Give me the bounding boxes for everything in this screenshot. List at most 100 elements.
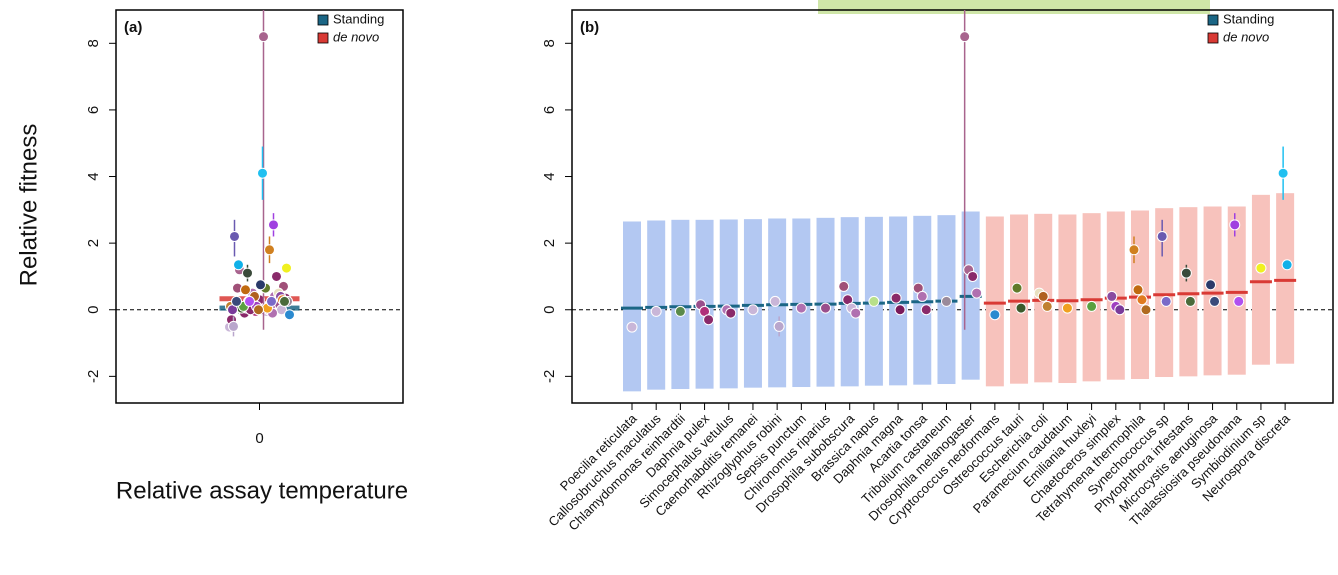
interval-bar bbox=[623, 221, 641, 392]
point bbox=[971, 287, 983, 299]
point bbox=[725, 307, 737, 319]
interval-bar bbox=[1010, 214, 1029, 384]
point bbox=[279, 295, 290, 307]
point bbox=[268, 219, 279, 231]
point bbox=[264, 244, 275, 256]
point bbox=[769, 295, 781, 307]
interval-bar bbox=[1276, 193, 1295, 364]
point bbox=[1086, 300, 1098, 312]
point bbox=[284, 309, 295, 321]
highlight-strip bbox=[818, 0, 1210, 14]
point bbox=[989, 309, 1001, 321]
point bbox=[1156, 230, 1168, 242]
point bbox=[1277, 167, 1289, 179]
point bbox=[271, 270, 282, 282]
y-tick-label: -2 bbox=[85, 370, 102, 383]
x-axis-title: Relative assay temperature bbox=[116, 477, 408, 504]
point bbox=[1011, 282, 1023, 294]
point bbox=[795, 302, 807, 314]
point bbox=[1037, 290, 1049, 302]
point bbox=[258, 31, 269, 43]
legend-label: de novo bbox=[333, 29, 379, 44]
interval-bar bbox=[985, 216, 1004, 387]
y-tick-label: 8 bbox=[85, 39, 102, 47]
point bbox=[1128, 244, 1140, 256]
interval-bar bbox=[816, 217, 835, 387]
point bbox=[1061, 302, 1073, 314]
legend-swatch bbox=[1207, 14, 1219, 26]
point bbox=[1106, 290, 1118, 302]
y-tick-label: 6 bbox=[85, 106, 102, 114]
legend-label: Standing bbox=[1223, 11, 1274, 26]
point bbox=[959, 31, 971, 43]
interval-bar bbox=[719, 219, 738, 389]
plot-area bbox=[621, 10, 1297, 392]
panel-label: (a) bbox=[124, 19, 142, 36]
point bbox=[868, 295, 880, 307]
interval-bar bbox=[1203, 206, 1222, 376]
legend-swatch bbox=[1207, 32, 1219, 44]
legend-swatch bbox=[317, 32, 329, 44]
point bbox=[890, 292, 902, 304]
point bbox=[967, 270, 979, 282]
point bbox=[940, 295, 952, 307]
panel-label: (b) bbox=[580, 19, 599, 36]
y-tick-label: 2 bbox=[85, 239, 102, 247]
point bbox=[850, 307, 862, 319]
point bbox=[920, 304, 932, 316]
interval-bar bbox=[1082, 213, 1101, 382]
interval-bar bbox=[1179, 207, 1198, 377]
x-tick-label: 0 bbox=[255, 430, 263, 447]
point bbox=[1114, 304, 1126, 316]
y-tick-label: 8 bbox=[541, 39, 558, 47]
point bbox=[1180, 267, 1192, 279]
y-axis-title: Relative fitness bbox=[15, 124, 42, 287]
point bbox=[1205, 279, 1217, 291]
point bbox=[894, 304, 906, 316]
point bbox=[253, 304, 264, 316]
point bbox=[244, 295, 255, 307]
y-tick-label: 0 bbox=[85, 306, 102, 314]
legend-swatch bbox=[317, 14, 329, 26]
point bbox=[1229, 219, 1241, 231]
point bbox=[674, 305, 686, 317]
point bbox=[266, 295, 277, 307]
point bbox=[1281, 259, 1293, 271]
point bbox=[231, 295, 242, 307]
interval-bar bbox=[647, 220, 666, 390]
point bbox=[703, 314, 715, 326]
legend-label: de novo bbox=[1223, 29, 1269, 44]
point bbox=[1132, 284, 1144, 296]
point bbox=[229, 230, 240, 242]
point bbox=[838, 280, 850, 292]
panel-a-frame bbox=[115, 9, 404, 404]
point bbox=[1233, 295, 1245, 307]
point bbox=[240, 284, 251, 296]
y-tick-label: 0 bbox=[541, 306, 558, 314]
point bbox=[626, 321, 638, 333]
point bbox=[1160, 295, 1172, 307]
legend-label: Standing bbox=[333, 11, 384, 26]
point bbox=[916, 290, 928, 302]
y-tick-label: 4 bbox=[541, 172, 558, 180]
point bbox=[1255, 262, 1267, 274]
y-tick-label: 2 bbox=[541, 239, 558, 247]
plot-area bbox=[219, 10, 300, 337]
point bbox=[255, 279, 266, 291]
point bbox=[1041, 300, 1053, 312]
point bbox=[747, 304, 759, 316]
point bbox=[242, 267, 253, 279]
point bbox=[257, 167, 268, 179]
point bbox=[233, 259, 244, 271]
interval-bar bbox=[1058, 214, 1077, 384]
y-tick-label: -2 bbox=[541, 370, 558, 383]
point bbox=[1140, 304, 1152, 316]
point bbox=[1184, 295, 1196, 307]
interval-bar bbox=[1155, 208, 1174, 378]
point bbox=[228, 320, 239, 332]
point bbox=[820, 302, 832, 314]
interval-bar bbox=[743, 219, 762, 388]
point bbox=[650, 305, 662, 317]
interval-bar bbox=[671, 219, 690, 390]
